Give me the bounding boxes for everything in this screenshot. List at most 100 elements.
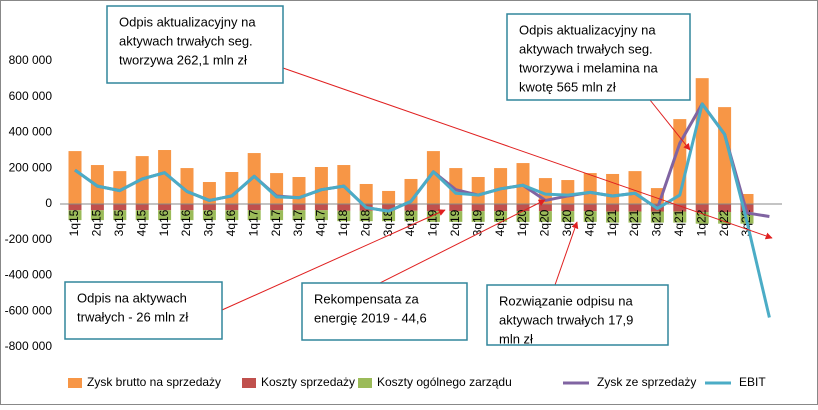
x-tick-label: 2q21	[627, 209, 641, 236]
bar	[337, 204, 351, 211]
legend: Zysk brutto na sprzedaży Koszty sprzedaży…	[68, 375, 766, 389]
bar	[270, 210, 284, 221]
bar	[247, 210, 261, 221]
x-tick-label: 1q18	[336, 209, 350, 236]
legend-label: Zysk brutto na sprzedaży	[87, 375, 221, 389]
annotation-text: mln zł	[499, 331, 533, 346]
legend-swatch	[358, 378, 372, 388]
annotation-text: aktywach trwałych 17,9	[499, 312, 633, 327]
legend-label: EBIT	[739, 375, 766, 389]
bar	[247, 153, 261, 204]
legend-label: Koszty sprzedaży	[261, 375, 355, 389]
bar	[180, 210, 194, 221]
bar	[740, 193, 754, 204]
y-tick-label: -800 000	[5, 339, 53, 353]
annotation-text: aktywach trwałych seg.	[519, 41, 653, 56]
bar	[359, 210, 373, 222]
bar	[68, 204, 82, 211]
bar	[292, 177, 306, 204]
x-tick-label: 1q17	[246, 209, 260, 236]
bar	[695, 204, 709, 213]
bar	[180, 168, 194, 204]
y-tick-label: -600 000	[5, 303, 53, 317]
x-tick-label: 4q20	[582, 209, 596, 236]
bar	[516, 211, 530, 222]
annotation-text: Odpis aktualizacyjny na	[119, 14, 256, 29]
bar	[158, 210, 172, 221]
x-tick-label: 2q22	[717, 209, 731, 236]
y-tick-label: -200 000	[5, 232, 53, 246]
x-tick-label: 1q22	[694, 209, 708, 236]
y-tick-label: 200 000	[9, 160, 53, 174]
bar	[113, 204, 127, 211]
bar	[494, 204, 508, 212]
bar	[135, 204, 149, 211]
x-tick-label: 2q15	[90, 209, 104, 236]
bar	[516, 163, 530, 204]
bar	[718, 212, 732, 224]
bar	[225, 172, 239, 204]
x-tick-label: 4q16	[224, 209, 238, 236]
bar	[494, 211, 508, 222]
x-tick-label: 3q16	[202, 209, 216, 236]
bar	[449, 204, 463, 212]
bar	[583, 204, 597, 212]
annotation-box	[64, 281, 223, 340]
bar	[628, 211, 642, 223]
bar	[471, 211, 485, 222]
bar	[314, 166, 328, 204]
bar	[494, 168, 508, 204]
annotation-text: tworzywa 262,1 mln zł	[119, 52, 247, 67]
legend-label: Zysk ze sprzedaży	[597, 375, 696, 389]
bar	[292, 204, 306, 211]
bar	[314, 210, 328, 221]
x-tick-label: 2q16	[179, 209, 193, 236]
bar	[359, 183, 373, 204]
arrow	[379, 199, 546, 284]
bar	[247, 204, 261, 211]
x-tick-label: 4q18	[403, 209, 417, 236]
arrow	[282, 67, 773, 240]
x-tick-label: 1q15	[67, 209, 81, 236]
bar	[382, 204, 396, 211]
y-tick-label: 400 000	[9, 125, 53, 139]
x-tick-label: 4q15	[134, 209, 148, 236]
annotation-text: trwałych - 26 mln zł	[77, 309, 188, 324]
bar	[292, 210, 306, 221]
bar	[404, 210, 418, 222]
bar	[561, 211, 575, 222]
x-tick-label: 2q18	[358, 209, 372, 236]
annotation-text: Odpis aktualizacyjny na	[519, 22, 656, 37]
y-tick-label: 600 000	[9, 89, 53, 103]
bar	[90, 210, 104, 221]
bar	[158, 150, 172, 204]
bar	[471, 204, 485, 212]
bar	[426, 151, 440, 204]
arrows	[221, 67, 773, 311]
bar	[404, 204, 418, 211]
x-tick-label: 2q19	[448, 209, 462, 236]
bar	[538, 211, 552, 222]
bar	[90, 204, 104, 211]
bar	[382, 190, 396, 204]
bar	[516, 204, 530, 212]
bar	[337, 165, 351, 204]
x-tick-label: 3q17	[291, 209, 305, 236]
annotation-text: aktywach trwałych seg.	[119, 33, 253, 48]
annotation-text: kwotę 565 mln zł	[519, 79, 616, 94]
bar	[471, 177, 485, 204]
bar	[628, 171, 642, 204]
bar	[583, 173, 597, 204]
x-tick-label: 3q21	[650, 209, 664, 236]
x-tick-label: 1q20	[515, 209, 529, 236]
bar	[382, 210, 396, 222]
x-tick-label: 1q21	[605, 209, 619, 236]
annotation-box	[301, 282, 468, 341]
bar	[180, 204, 194, 211]
bar	[337, 210, 351, 222]
bar	[538, 204, 552, 212]
bar	[225, 204, 239, 211]
arrow	[221, 209, 446, 311]
legend-label: Koszty ogólnego zarządu	[377, 375, 512, 389]
